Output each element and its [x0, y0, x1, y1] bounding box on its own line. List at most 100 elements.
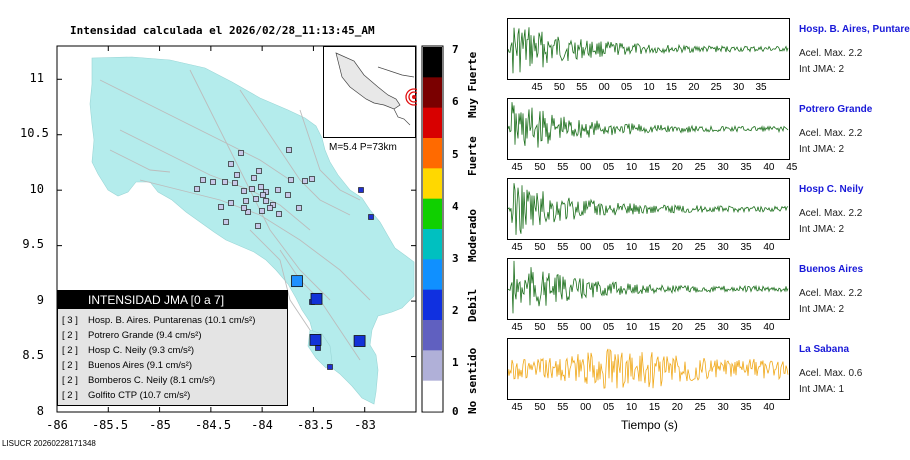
time-ticks: 45 50 55 00 05 10 15 20 25 30 35 40	[500, 242, 800, 256]
lon-label: -86	[46, 418, 68, 432]
legend-text: Hosp C. Neily (9.3 cm/s²)	[88, 345, 195, 356]
time-tick-label: 50	[534, 322, 546, 333]
time-ticks: 45 50 55 00 05 10 15 20 25 30 35	[500, 82, 800, 96]
time-tick-label: 55	[576, 82, 588, 93]
legend-item: [ 2 ] Golfito CTP (10.7 cm/s²)	[62, 388, 287, 403]
waveform	[508, 183, 789, 235]
station-marker	[228, 200, 234, 206]
time-tick-label: 45	[786, 162, 798, 173]
station-marker	[255, 223, 261, 229]
time-tick-label: 55	[557, 242, 569, 253]
station-name: Hosp. B. Aires, Puntare	[799, 24, 910, 35]
station-acceleration: Acel. Max. 2.2	[799, 48, 863, 59]
time-tick-label: 25	[694, 402, 706, 413]
station-marker	[249, 186, 255, 192]
time-tick-label: 55	[557, 162, 569, 173]
time-tick-label: 35	[740, 162, 752, 173]
colorbar-segment	[423, 47, 442, 78]
colorbar-category: No sentido	[466, 347, 479, 414]
seismogram-trace	[508, 348, 789, 389]
intensity-legend: INTENSIDAD JMA [0 a 7] [ 3 ] Hosp. B. Air…	[57, 290, 288, 406]
time-tick-label: 35	[740, 402, 752, 413]
time-axis-label: Tiempo (s)	[621, 418, 678, 432]
time-tick-label: 45	[511, 322, 523, 333]
station-name: Potrero Grande	[799, 104, 873, 115]
time-tick-label: 50	[534, 402, 546, 413]
station-marker	[238, 150, 244, 156]
seismogram-trace	[508, 260, 789, 314]
colorbar-tick: 6	[452, 95, 459, 108]
costa-rica-land	[89, 56, 415, 405]
station-marker	[296, 205, 302, 211]
time-tick-label: 45	[511, 162, 523, 173]
legend-text: Hosp. B. Aires. Puntarenas (10.1 cm/s²)	[88, 315, 256, 326]
legend-text: Bomberos C. Neily (8.1 cm/s²)	[88, 375, 216, 386]
station-marker	[253, 196, 259, 202]
big-stations	[291, 275, 366, 347]
time-tick-label: 55	[557, 322, 569, 333]
page-title: Intensidad calculada el 2026/02/28_11:13…	[70, 24, 375, 37]
colorbar-tick: 3	[452, 252, 459, 265]
station-marker	[315, 345, 321, 351]
seismogram-trace	[508, 102, 789, 148]
station-name: La Sabana	[799, 344, 850, 355]
station-acceleration: Acel. Max. 2.2	[799, 128, 863, 139]
legend-item: [ 3 ] Hosp. B. Aires. Puntarenas (10.1 cm…	[62, 313, 287, 328]
station-marker	[260, 192, 266, 198]
station-marker	[256, 168, 262, 174]
station-jma: Int JMA: 2	[799, 144, 845, 155]
time-tick-label: 50	[553, 82, 565, 93]
time-ticks: 45 50 55 00 05 10 15 20 25 30 35 40 45	[500, 162, 800, 176]
legend-level: [ 3 ]	[62, 315, 78, 326]
station-marker	[222, 179, 228, 185]
time-tick-label: 30	[717, 162, 729, 173]
legend-text: Buenos Aires (9.1 cm/s²)	[88, 360, 193, 371]
station-marker	[267, 205, 273, 211]
station-marker	[234, 172, 240, 178]
colorbar-tick: 0	[452, 405, 459, 418]
time-tick-label: 05	[621, 82, 633, 93]
colorbar	[423, 47, 442, 412]
station-marker	[228, 161, 234, 167]
lat-label: 10.5	[20, 126, 49, 140]
lat-label: 10	[29, 182, 44, 196]
station-acceleration: Acel. Max. 2.2	[799, 208, 863, 219]
colorbar-segment	[423, 77, 442, 109]
colorbar-segment	[423, 107, 442, 139]
station-name: Hosp C. Neily	[799, 184, 864, 195]
station-marker-large	[310, 292, 323, 305]
waveform	[508, 27, 789, 74]
time-tick-label: 00	[580, 242, 592, 253]
legend-text: Golfito CTP (10.7 cm/s²)	[88, 390, 191, 401]
time-tick-label: 20	[671, 242, 683, 253]
seismogram-trace	[508, 183, 789, 235]
time-tick-label: 30	[733, 82, 745, 93]
station-jma: Int JMA: 2	[799, 64, 845, 75]
time-tick-label: 50	[534, 242, 546, 253]
station-marker	[200, 177, 206, 183]
time-tick-label: 15	[665, 82, 677, 93]
time-tick-label: 25	[694, 162, 706, 173]
legend-item: [ 2 ] Potrero Grande (9.4 cm/s²)	[62, 328, 287, 343]
station-marker	[223, 219, 229, 225]
colorbar-category: Moderado	[466, 209, 479, 262]
time-tick-label: 15	[648, 162, 660, 173]
time-tick-label: 05	[603, 402, 615, 413]
station-marker	[270, 202, 276, 208]
time-tick-label: 40	[763, 242, 775, 253]
station-marker	[288, 177, 294, 183]
time-tick-label: 20	[671, 162, 683, 173]
colorbar-segment	[423, 320, 442, 351]
station-marker	[263, 198, 269, 204]
legend-item: [ 2 ] Buenos Aires (9.1 cm/s²)	[62, 358, 287, 373]
station-acceleration: Acel. Max. 2.2	[799, 288, 863, 299]
seismogram-frame	[507, 338, 790, 400]
station-marker	[259, 208, 265, 214]
station-marker	[358, 187, 364, 193]
colorbar-segment	[423, 380, 442, 412]
time-tick-label: 15	[648, 322, 660, 333]
lat-label: 8	[36, 404, 44, 418]
station-marker	[263, 189, 269, 195]
lon-label: -85	[149, 418, 171, 432]
lon-label: -84	[251, 418, 273, 432]
